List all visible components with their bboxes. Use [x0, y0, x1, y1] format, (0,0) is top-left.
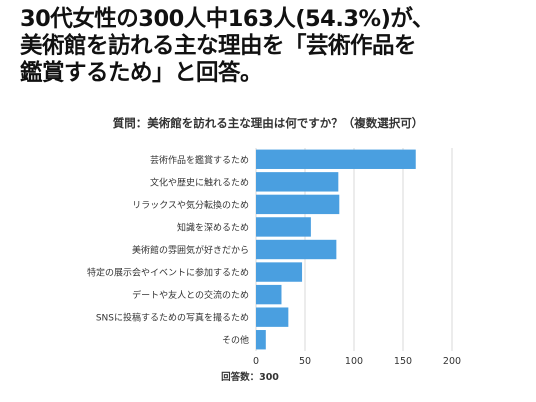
bar — [256, 239, 337, 260]
x-tick-labels: 0 50 100 150 200 — [253, 356, 461, 367]
x-tick-label: 50 — [299, 356, 311, 367]
headline-line-1: 30代女性の300人中163人(54.3%)が、 — [20, 6, 434, 32]
category-label: 知識を深めるため — [177, 221, 249, 233]
bars — [256, 149, 416, 350]
category-label: リラックスや気分転換のため — [132, 199, 249, 211]
response-count: 回答数：300 — [221, 371, 279, 383]
category-label: その他 — [222, 334, 249, 346]
x-tick-label: 0 — [253, 356, 259, 367]
category-label: デートや友人との交流のため — [132, 289, 249, 301]
x-tick-label: 200 — [443, 356, 461, 367]
bar — [256, 194, 340, 215]
category-label: 文化や歴史に触れるため — [150, 176, 249, 188]
headline-line-2: 美術館を訪れる主な理由を「芸術作品を — [20, 33, 417, 59]
x-tick-label: 150 — [394, 356, 412, 367]
category-label: 美術館の雰囲気が好きだから — [132, 244, 249, 256]
x-tick-label: 100 — [345, 356, 363, 367]
bar — [256, 217, 311, 237]
category-labels: 芸術作品を鑑賞するため文化や歴史に触れるためリラックスや気分転換のため知識を深め… — [87, 154, 249, 346]
headline: 30代女性の300人中163人(54.3%)が、 美術館を訪れる主な理由を「芸術… — [20, 6, 525, 87]
category-label: 芸術作品を鑑賞するため — [150, 154, 249, 166]
category-label: SNSに投稿するための写真を撮るため — [96, 312, 249, 324]
bar — [256, 307, 289, 327]
bar — [256, 262, 303, 282]
bar — [256, 330, 266, 350]
headline-line-3: 鑑賞するため」と回答。 — [20, 60, 263, 86]
chart-title: 質問：美術館を訪れる主な理由は何ですか？（複数選択可） — [113, 116, 424, 130]
bar — [256, 172, 339, 192]
bar — [256, 149, 416, 169]
bar — [256, 284, 282, 305]
category-label: 特定の展示会やイベントに参加するため — [87, 267, 249, 279]
